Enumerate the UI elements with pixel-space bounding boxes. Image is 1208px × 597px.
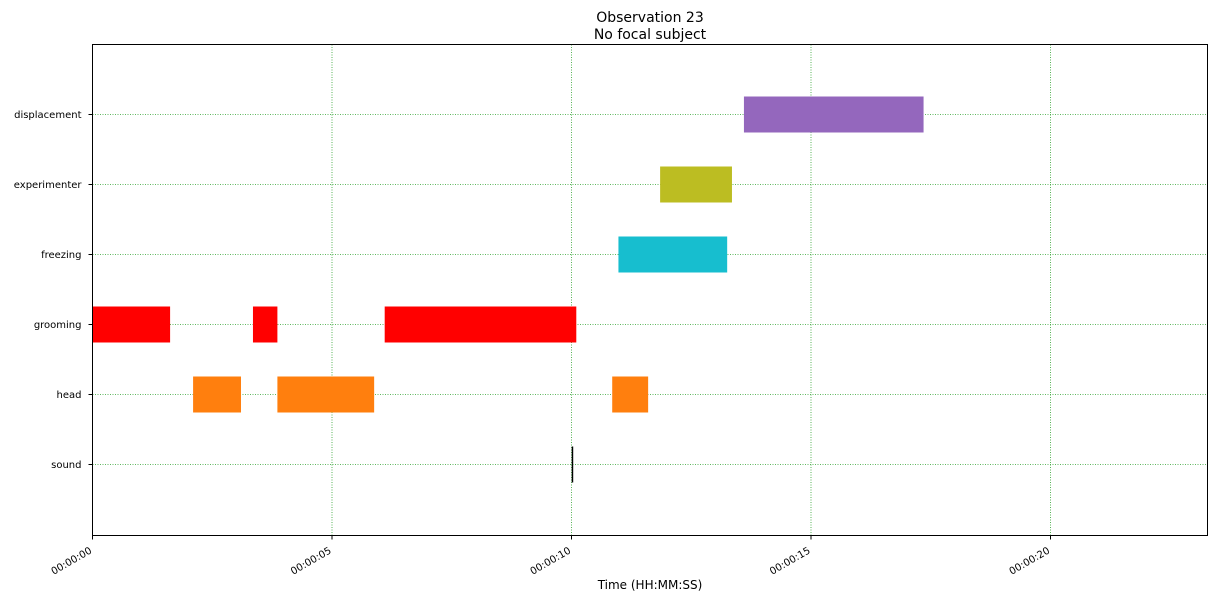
x-tick-label: 00:00:05 [289, 546, 333, 578]
grid-lines [92, 44, 1208, 536]
y-tick-label: displacement [14, 110, 81, 121]
x-axis-ticks: 00:00:00 00:00:05 00:00:10 00:00:15 00:00:20 [50, 535, 1052, 578]
x-tick-label: 00:00:10 [529, 546, 573, 578]
y-tick-label: grooming [34, 320, 82, 331]
y-tick-label: head [57, 390, 82, 401]
y-tick-label: freezing [41, 250, 81, 261]
x-axis-label: Time (HH:MM:SS) [597, 578, 703, 592]
plot-area-frame [92, 44, 1208, 536]
y-tick-label: sound [51, 460, 81, 471]
x-tick-label: 00:00:15 [768, 546, 812, 578]
event-bar-head [277, 376, 375, 413]
event-bar-experimenter [660, 166, 732, 203]
x-tick-label: 00:00:00 [50, 546, 94, 578]
chart-subtitle: No focal subject [594, 27, 707, 43]
chart-title: Observation 23 [596, 10, 704, 26]
event-bar-head [193, 376, 241, 413]
y-axis-ticks: displacement experimenter freezing grooming… [14, 110, 93, 471]
event-bar-grooming [384, 306, 577, 343]
event-bar-head [612, 376, 649, 413]
event-bar-freezing [618, 236, 728, 273]
x-tick-label: 00:00:20 [1008, 546, 1052, 578]
event-bar-displacement [743, 96, 924, 133]
event-bar-grooming [252, 306, 278, 343]
event-bar-grooming [92, 306, 171, 343]
event-bars [92, 96, 924, 483]
y-tick-label: experimenter [14, 180, 83, 191]
